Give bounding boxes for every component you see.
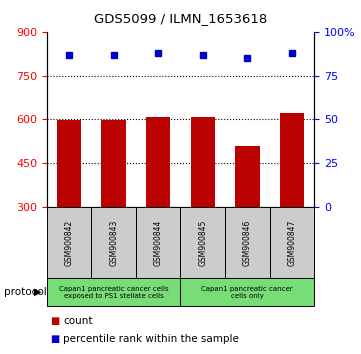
Text: protocol: protocol	[4, 287, 46, 297]
Text: ■: ■	[51, 334, 60, 344]
Text: GSM900842: GSM900842	[65, 219, 74, 266]
Text: GDS5099 / ILMN_1653618: GDS5099 / ILMN_1653618	[94, 12, 267, 25]
Text: GSM900847: GSM900847	[287, 219, 296, 266]
Text: GSM900844: GSM900844	[154, 219, 163, 266]
Bar	[225, 207, 270, 278]
Text: percentile rank within the sample: percentile rank within the sample	[63, 334, 239, 344]
Text: GSM900845: GSM900845	[198, 219, 207, 266]
Bar	[57, 120, 82, 295]
Text: ▶: ▶	[34, 287, 42, 297]
Bar	[279, 113, 304, 295]
Bar	[101, 120, 126, 295]
Bar	[180, 207, 225, 278]
Bar	[270, 207, 314, 278]
Bar	[47, 207, 91, 278]
Text: Capan1 pancreatic cancer
cells only: Capan1 pancreatic cancer cells only	[201, 286, 293, 298]
Bar	[47, 278, 180, 306]
Text: GSM900843: GSM900843	[109, 219, 118, 266]
Text: count: count	[63, 316, 93, 326]
Text: GSM900846: GSM900846	[243, 219, 252, 266]
Bar	[146, 116, 170, 295]
Text: Capan1 pancreatic cancer cells
exposed to PS1 stellate cells: Capan1 pancreatic cancer cells exposed t…	[59, 286, 169, 298]
Bar	[136, 207, 180, 278]
Bar	[91, 207, 136, 278]
Bar	[180, 278, 314, 306]
Bar	[191, 118, 215, 295]
Bar	[235, 146, 260, 295]
Text: ■: ■	[51, 316, 60, 326]
